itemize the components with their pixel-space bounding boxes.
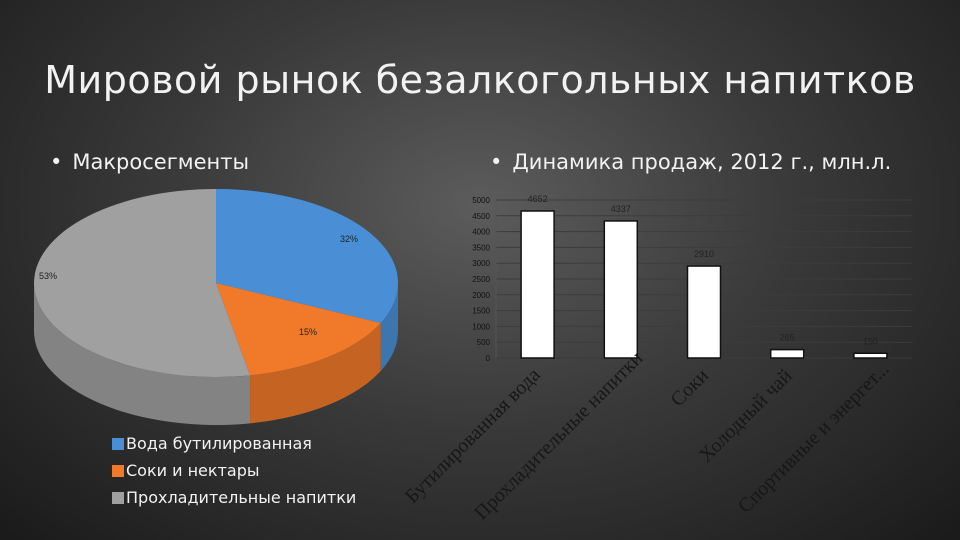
pie-slice-3-side: [34, 283, 251, 425]
pie-slice-2-top: [216, 283, 381, 376]
pie-slice-1-top: [216, 189, 398, 324]
pie-top-group: [33, 189, 398, 377]
pie-slice-1-side: [380, 283, 398, 372]
legend-swatch-2: [112, 464, 124, 477]
bar-category-label-3: Соки: [667, 364, 714, 411]
legend-item-1: Вода бутилированная: [112, 430, 356, 457]
bar-category-label-2: Прохладительные напитки: [470, 347, 647, 524]
pie-slice-2-side: [250, 323, 381, 424]
bar-4: [769, 348, 805, 359]
legend-swatch-3: [112, 491, 124, 504]
legend-label-2: Соки и нектары: [126, 460, 260, 480]
legend-label-3: Прохладительные напитки: [126, 487, 357, 507]
bullet-macrosegments: • Макросегменты: [50, 150, 249, 174]
bar-data-label-3: 2910: [694, 249, 714, 259]
bar-ytick-2: 1000: [472, 322, 490, 331]
pie-slice-3-top: [33, 189, 251, 377]
bar-data-label-1: 4652: [528, 194, 548, 204]
legend-item-3: Прохладительные напитки: [112, 484, 356, 511]
bar-ytick-3: 1500: [472, 307, 490, 316]
bar-ytick-1: 500: [477, 338, 491, 347]
bar-ytick-9: 4500: [472, 212, 490, 221]
bar-3: [686, 265, 722, 359]
bullet-sales-dynamics-text: Динамика продаж, 2012 г., млн.л.: [512, 150, 892, 174]
bullet-dot: •: [50, 150, 63, 174]
bar-ytick-8: 4000: [472, 228, 490, 237]
bar-ytick-7: 3500: [472, 243, 490, 252]
bar-ytick-10: 5000: [472, 196, 490, 205]
bar-data-label-5: 150: [863, 336, 878, 346]
legend-swatch-1: [112, 437, 124, 450]
bullet-sales-dynamics: • Динамика продаж, 2012 г., млн.л.: [490, 150, 891, 174]
pie-data-label-1: 32%: [340, 234, 358, 244]
bar-ytick-4: 2000: [472, 291, 490, 300]
bar-ytick-5: 2500: [472, 275, 490, 284]
pie-side-group: [34, 283, 398, 425]
bullet-dot: •: [490, 150, 503, 174]
pie-data-label-2: 15%: [299, 327, 317, 337]
bar-data-label-2: 4337: [611, 204, 631, 214]
slide-title: Мировой рынок безалкогольных напитков: [44, 58, 916, 102]
bar-data-label-4: 265: [780, 333, 795, 343]
bar-category-label-5: Спортивные и энергет...: [734, 358, 894, 518]
legend-label-1: Вода бутилированная: [126, 433, 312, 453]
bar-ytick-0: 0: [486, 354, 491, 363]
legend-item-2: Соки и нектары: [112, 457, 356, 484]
bar-1: [520, 210, 555, 359]
pie-legend: Вода бутилированная Соки и нектары Прохлад…: [112, 430, 356, 511]
bar-5: [853, 352, 888, 359]
bullet-macrosegments-text: Макросегменты: [72, 150, 250, 174]
pie-data-label-3: 53%: [39, 271, 57, 281]
bar-ytick-6: 3000: [472, 259, 490, 268]
bar-2: [603, 220, 639, 359]
